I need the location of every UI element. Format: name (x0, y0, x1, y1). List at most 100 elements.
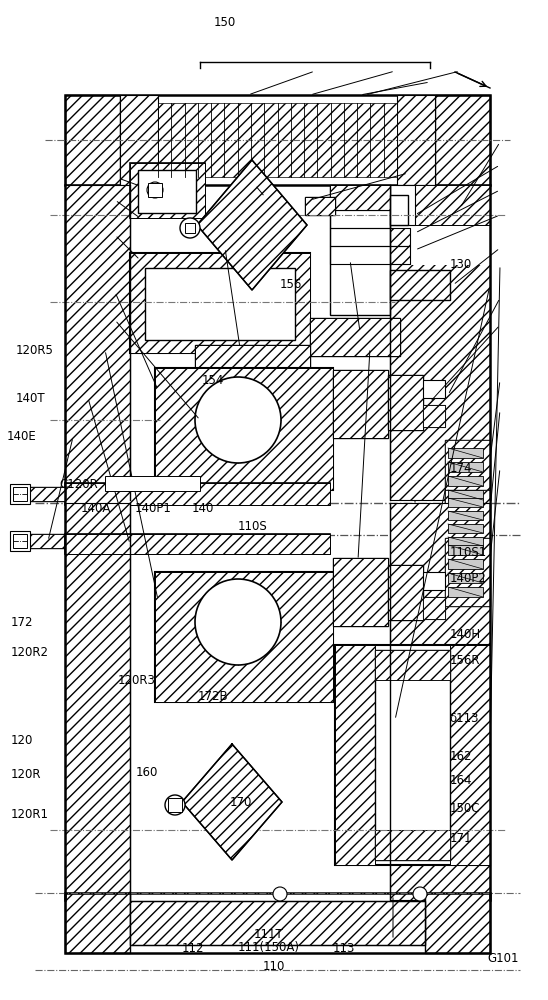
Text: 172: 172 (11, 616, 33, 630)
Text: 110S1: 110S1 (449, 546, 487, 558)
Bar (423, 405, 445, 427)
Bar (335, 645, 490, 865)
Bar (10, 531, 30, 551)
Bar (30, 487, 65, 501)
Text: 140E: 140E (7, 430, 36, 444)
Bar (65, 893, 490, 953)
Bar (65, 503, 130, 900)
Bar (130, 253, 310, 353)
Bar (445, 538, 490, 606)
Bar (425, 893, 490, 953)
Bar (335, 645, 375, 865)
Text: 150C: 150C (449, 802, 480, 814)
Circle shape (195, 579, 281, 665)
Bar (65, 893, 130, 953)
Circle shape (273, 887, 287, 901)
Bar (333, 370, 388, 438)
Bar (390, 185, 490, 500)
Bar (445, 440, 490, 508)
Bar (448, 462, 483, 472)
Bar (448, 511, 483, 520)
Text: 156R: 156R (449, 654, 480, 666)
Text: 174: 174 (449, 462, 472, 475)
Text: 111T: 111T (254, 928, 283, 942)
Text: 172B: 172B (197, 690, 228, 704)
Bar (130, 163, 205, 218)
Text: 140P1: 140P1 (135, 502, 172, 514)
Bar (330, 185, 390, 210)
Bar (435, 95, 490, 185)
Bar (445, 490, 490, 555)
Text: 113: 113 (333, 942, 355, 954)
Bar (13, 534, 27, 548)
Bar (168, 798, 182, 812)
Bar (130, 901, 425, 945)
Bar (390, 503, 490, 900)
Bar (390, 195, 408, 225)
Bar (388, 565, 423, 620)
Text: 154: 154 (202, 373, 224, 386)
Polygon shape (182, 744, 282, 860)
Bar (375, 830, 450, 860)
Bar (310, 318, 400, 356)
Bar (448, 537, 483, 546)
Bar (333, 558, 388, 626)
Bar (155, 368, 333, 490)
Text: 140: 140 (192, 502, 214, 514)
Bar (397, 95, 435, 185)
Text: C120R: C120R (59, 478, 98, 490)
Bar (155, 368, 333, 490)
Text: G101: G101 (488, 952, 519, 964)
Text: 171: 171 (449, 832, 472, 844)
Bar (65, 483, 330, 505)
Bar (415, 185, 490, 225)
Bar (185, 223, 195, 233)
Bar (65, 185, 130, 500)
Bar (375, 650, 450, 860)
Bar (330, 185, 390, 315)
Bar (388, 565, 423, 620)
Circle shape (180, 218, 200, 238)
Bar (390, 270, 450, 300)
Text: 162: 162 (449, 750, 472, 762)
Bar (390, 185, 415, 225)
Bar (448, 559, 483, 569)
Bar (65, 95, 490, 185)
Text: 120R2: 120R2 (11, 646, 49, 658)
Bar (388, 375, 423, 430)
Bar (330, 185, 390, 210)
Text: 150: 150 (214, 15, 236, 28)
Bar (448, 587, 483, 597)
Bar (145, 268, 295, 340)
Bar (30, 534, 65, 548)
Bar (450, 645, 490, 865)
Text: 140A: 140A (81, 502, 111, 514)
Bar (330, 246, 410, 264)
Bar (155, 572, 333, 702)
Bar (148, 183, 162, 197)
Bar (445, 538, 490, 606)
Circle shape (165, 795, 185, 815)
Bar (330, 185, 390, 210)
Bar (330, 210, 390, 228)
Bar (333, 370, 388, 438)
Bar (105, 476, 200, 491)
Bar (130, 253, 310, 353)
Bar (448, 490, 483, 500)
Bar (423, 572, 445, 590)
Bar (390, 185, 490, 265)
Bar (375, 650, 450, 680)
Circle shape (195, 377, 281, 463)
Bar (375, 650, 450, 680)
Bar (65, 483, 330, 505)
Bar (305, 197, 335, 215)
Bar (330, 228, 410, 246)
Bar (448, 545, 483, 555)
Bar (65, 534, 330, 554)
Bar (330, 246, 410, 264)
Bar (445, 440, 490, 508)
Text: 156: 156 (279, 278, 301, 292)
Polygon shape (197, 160, 307, 290)
Text: 120R5: 120R5 (15, 344, 53, 357)
Text: 160: 160 (136, 766, 158, 780)
